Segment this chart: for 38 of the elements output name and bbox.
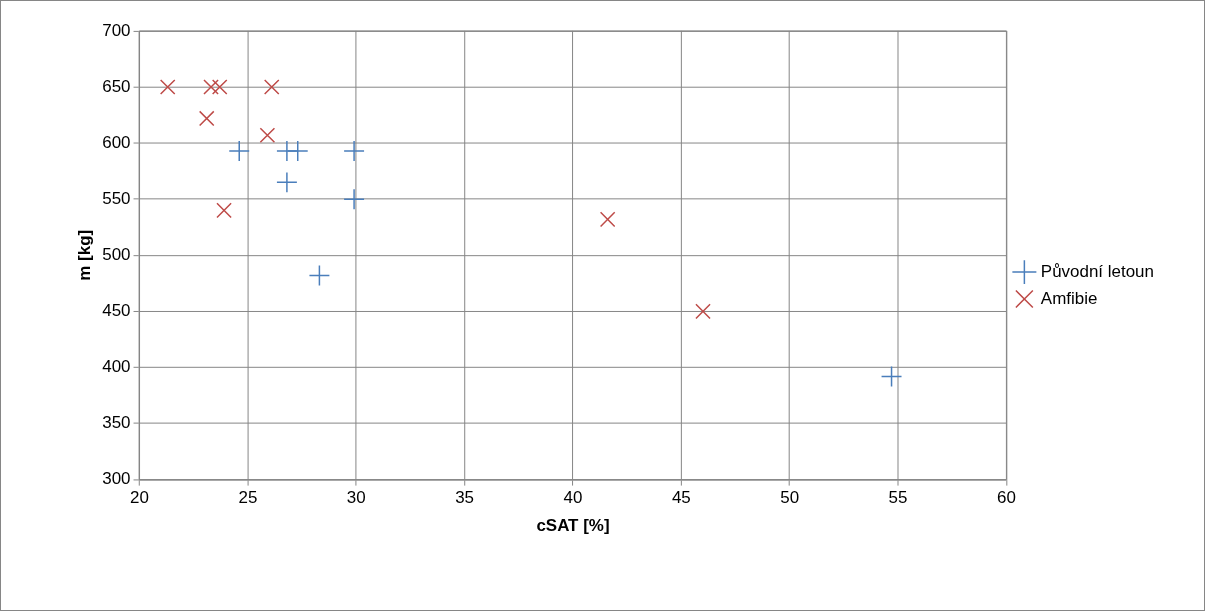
x-tick-label: 40	[563, 488, 583, 508]
point	[343, 140, 365, 162]
point	[308, 264, 331, 287]
point	[259, 127, 276, 144]
x-tick-label: 20	[130, 488, 149, 508]
x-tick-label: 35	[455, 488, 475, 508]
x-tick-label: 60	[996, 488, 1016, 508]
y-tick-label: 450	[102, 301, 131, 321]
point	[287, 140, 309, 162]
y-tick-label: 500	[102, 244, 131, 264]
x-tick-label: 30	[346, 488, 366, 508]
y-tick-label: 350	[102, 413, 131, 433]
x-tick-label: 45	[671, 488, 691, 508]
y-tick-label: 550	[102, 188, 131, 208]
point	[276, 171, 298, 194]
point	[343, 188, 365, 210]
point	[880, 365, 903, 388]
point	[216, 202, 232, 219]
point	[228, 140, 250, 162]
y-tick-label: 650	[102, 76, 131, 96]
x-axis-title: cSAT [%]	[536, 515, 610, 535]
legend-label: Původní letoun	[1040, 261, 1154, 281]
point	[263, 79, 280, 95]
y-tick-label: 400	[102, 357, 131, 377]
point	[695, 303, 711, 320]
legend-label: Amfibie	[1040, 288, 1098, 308]
y-tick-label: 700	[102, 20, 131, 40]
x-tick-label: 50	[780, 488, 800, 508]
point	[159, 79, 176, 95]
x-tick-label: 55	[888, 488, 908, 508]
point	[198, 110, 215, 127]
y-tick-label: 300	[102, 469, 131, 489]
point	[599, 211, 616, 228]
y-tick-label: 600	[102, 132, 131, 152]
point	[211, 79, 228, 95]
point	[203, 79, 219, 95]
y-axis-title: m [kg]	[74, 229, 94, 281]
x-tick-label: 25	[238, 488, 258, 508]
